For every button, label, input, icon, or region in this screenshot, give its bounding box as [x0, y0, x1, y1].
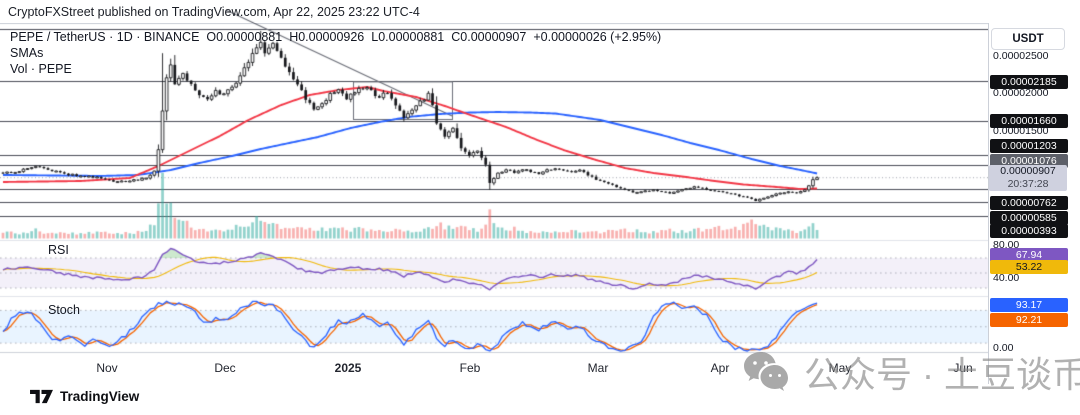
price-scale-label: 0.00002500 — [993, 50, 1049, 62]
countdown-text: 20:37:28 — [1007, 178, 1049, 190]
ohlc-open: O0.00000881 — [206, 30, 283, 44]
price-scale-badge: 0.00000585 — [990, 211, 1068, 225]
time-tick-label: May — [828, 361, 852, 375]
current-price-badge: 0.00000907 20:37:28 — [989, 165, 1067, 191]
stoch-pane-label: Stoch — [48, 303, 80, 317]
rsi-pane-label: RSI — [48, 243, 69, 257]
price-scale-label: 0.00002000 — [993, 87, 1049, 99]
watermark-text: 公众号 · 土豆谈币 — [804, 354, 1080, 395]
price-scale-badge: 92.21 — [990, 313, 1068, 327]
price-scale-label: 40.00 — [993, 272, 1020, 284]
time-axis[interactable]: Nov Dec 2025 Feb Mar Apr May Jun — [0, 352, 988, 384]
watermark: 公众号 · 土豆谈币 — [742, 346, 1080, 398]
price-scale-badge: 0.00000762 — [990, 196, 1068, 210]
time-tick-label: Nov — [96, 361, 118, 375]
ohlc-close: C0.00000907 — [451, 30, 527, 44]
time-tick-label: Dec — [214, 361, 236, 375]
time-tick-label: 2025 — [334, 361, 362, 375]
tradingview-logo[interactable]: TradingView — [30, 389, 139, 404]
price-scale-badge: 0.00001660 — [990, 114, 1068, 128]
price-scale-badge: 67.94 — [990, 248, 1068, 262]
price-scale-badge: 0.00002185 — [990, 75, 1068, 89]
price-scale-badge: 53.22 — [990, 260, 1068, 274]
ohlc-low: L0.00000881 — [371, 30, 445, 44]
price-scale-badge: 0.00001203 — [990, 139, 1068, 153]
time-tick-label: Feb — [459, 361, 481, 375]
price-scale-badge: 0.00000393 — [990, 224, 1068, 238]
time-tick-label: Jun — [953, 361, 973, 375]
price-scale-label: 0.00001500 — [993, 125, 1049, 137]
price-scale-badge: 0.00001076 — [990, 154, 1068, 168]
publish-caption: CryptoFXStreet published on TradingView.… — [8, 5, 420, 19]
current-price-text: 0.00000907 — [1000, 165, 1056, 177]
volume-legend-label: Vol · PEPE — [10, 62, 72, 76]
time-tick-label: Mar — [587, 361, 609, 375]
wechat-icon — [742, 350, 794, 394]
time-tick-label: Apr — [710, 361, 730, 375]
tradingview-logo-text: TradingView — [60, 389, 140, 404]
price-scale[interactable]: 0.00002500 0.00002185 0.00002000 0.00001660… — [988, 23, 1080, 384]
price-change: +0.00000026 (+2.95%) — [533, 30, 662, 44]
tradingview-icon — [30, 389, 53, 404]
price-scale-badge: 93.17 — [990, 298, 1068, 312]
currency-button[interactable]: USDT — [991, 28, 1065, 50]
ohlc-high: H0.00000926 — [289, 30, 365, 44]
sma-legend-label: SMAs — [10, 46, 44, 60]
symbol-title: PEPE / TetherUS · 1D · BINANCE — [10, 30, 200, 44]
price-scale-label: 0.00 — [993, 342, 1014, 354]
chart-legend: PEPE / TetherUS · 1D · BINANCE O0.0000088… — [10, 29, 668, 77]
